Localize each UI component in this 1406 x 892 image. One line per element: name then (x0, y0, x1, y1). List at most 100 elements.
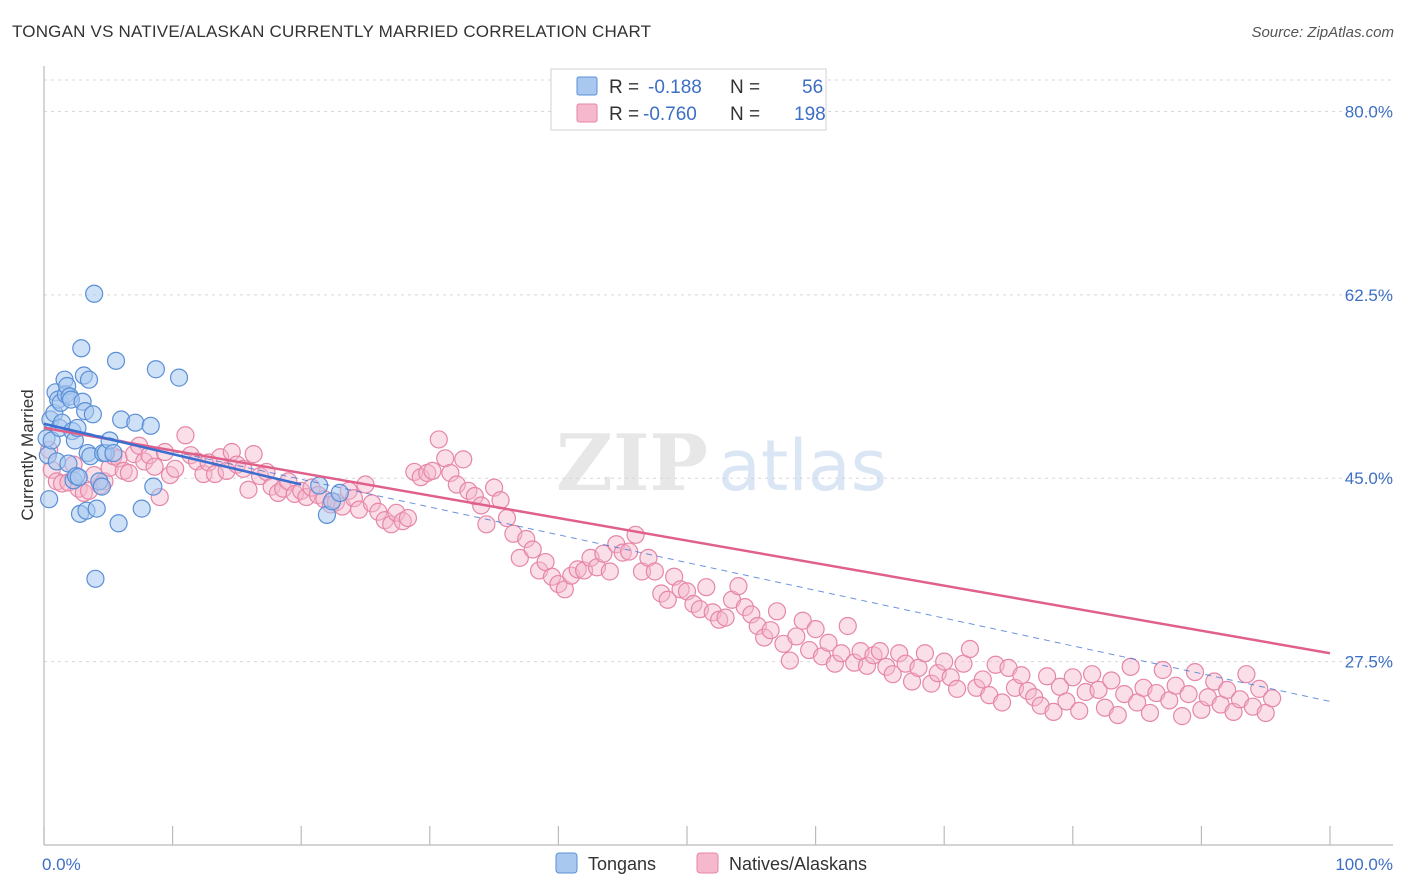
native-data-point (393, 512, 412, 531)
native-data-point (645, 562, 664, 581)
tongan-data-point (79, 370, 99, 389)
bottom-legend-label-tongans: Tongans (588, 854, 656, 874)
native-data-point (145, 457, 164, 476)
native-data-point (447, 475, 466, 494)
native-data-point (1237, 665, 1256, 684)
tongan-data-point (146, 360, 165, 379)
native-data-point (793, 611, 812, 630)
native-data-point (857, 656, 877, 675)
tongan-data-point (92, 477, 111, 496)
tongan-data-point (126, 413, 145, 432)
native-data-point (542, 567, 562, 586)
native-data-point (992, 693, 1012, 712)
legend-r-value: -0.188 (648, 77, 702, 98)
x-tick-label: 100.0% (1335, 855, 1393, 874)
y-tick-labels: 27.5% 45.0% 62.5% 80.0% (1345, 102, 1393, 671)
tongan-data-point (141, 416, 160, 435)
native-data-point (922, 674, 941, 693)
native-data-point (1063, 668, 1082, 687)
native-data-point (825, 654, 844, 673)
tongan-data-point (69, 468, 88, 487)
native-data-point (819, 633, 838, 652)
native-data-point (658, 590, 677, 609)
native-data-point (205, 464, 225, 484)
native-data-point (877, 657, 896, 676)
native-data-point (697, 578, 716, 597)
y-tick-label: 27.5% (1345, 653, 1393, 672)
native-data-point (1179, 684, 1198, 704)
native-data-point (960, 639, 980, 659)
native-data-point (600, 562, 619, 581)
native-data-point (787, 627, 806, 646)
y-axis-label: Currently Married (18, 389, 37, 520)
native-data-point (806, 620, 825, 639)
native-data-point (941, 668, 960, 687)
tongan-data-point (109, 514, 128, 533)
native-data-point (890, 644, 909, 663)
tongan-data-point (132, 499, 151, 518)
native-data-point (870, 642, 890, 661)
native-data-point (510, 548, 529, 567)
legend-n-value: 56 (802, 77, 823, 98)
bottom-legend-swatch-tongans (555, 852, 578, 874)
series-legend: Tongans Natives/Alaskans (555, 852, 867, 874)
tongan-data-point (86, 569, 105, 588)
watermark: ZIP atlas (556, 418, 887, 509)
native-data-point (613, 543, 632, 562)
native-data-point (729, 577, 748, 596)
native-data-point (454, 450, 473, 469)
tongan-data-point (83, 405, 102, 424)
correlation-legend: R = -0.188 N = 56 R = -0.760 N = 198 (550, 68, 827, 131)
native-data-point (973, 670, 992, 689)
native-data-point (1166, 676, 1185, 695)
native-data-point (1057, 692, 1076, 711)
bottom-legend-label-natives: Natives/Alaskans (729, 854, 867, 874)
native-data-point (568, 560, 587, 579)
tongan-data-point (310, 476, 329, 495)
bottom-legend-swatch-natives (696, 852, 719, 874)
y-tick-label: 80.0% (1345, 102, 1393, 121)
native-data-point (761, 621, 780, 640)
native-data-point (1102, 671, 1121, 690)
tongan-data-point (87, 499, 106, 518)
native-data-point (620, 542, 639, 561)
axes (43, 66, 1393, 846)
tongan-data-point (72, 339, 91, 358)
native-data-point (441, 463, 460, 483)
native-data-point (1140, 703, 1160, 723)
tongan-data-point (104, 443, 123, 463)
legend-n-value: 198 (794, 104, 826, 125)
native-data-point (1044, 702, 1063, 722)
native-data-point (398, 508, 418, 528)
source-label: Source: ZipAtlas.com (1251, 24, 1394, 41)
watermark-atlas: atlas (718, 425, 887, 507)
native-data-point (1108, 705, 1127, 725)
native-data-point (767, 602, 787, 621)
tongan-data-point (40, 490, 59, 509)
tongans-trend-line (43, 422, 302, 486)
native-data-point (1115, 684, 1134, 704)
native-data-point (517, 529, 536, 549)
tongans-points (37, 284, 349, 588)
native-data-point (523, 540, 542, 559)
x-tick-labels: 0.0% 100.0% (42, 855, 1393, 874)
native-data-point (742, 605, 761, 624)
native-data-point (1173, 707, 1192, 726)
native-data-point (382, 515, 401, 534)
native-data-point (832, 644, 851, 663)
chart-title: TONGAN VS NATIVE/ALASKAN CURRENTLY MARRI… (12, 22, 652, 41)
native-data-point (1070, 701, 1089, 720)
tongan-data-point (106, 351, 126, 370)
native-data-point (1263, 689, 1282, 708)
native-data-point (1121, 657, 1140, 676)
legend-n-label: N = (730, 77, 760, 98)
native-data-point (883, 665, 902, 684)
watermark-zip: ZIP (556, 418, 708, 509)
legend-n-label: N = (730, 104, 760, 125)
legend-r-value: -0.760 (643, 104, 697, 125)
native-data-point (176, 426, 195, 445)
native-data-point (244, 445, 263, 464)
native-data-point (423, 461, 442, 480)
native-data-point (838, 616, 857, 636)
